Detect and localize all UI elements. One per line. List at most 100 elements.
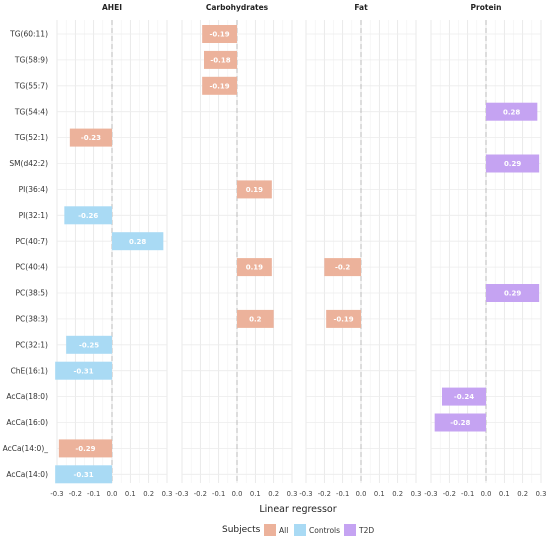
x-tick-label: 0.3 bbox=[162, 490, 173, 498]
x-tick-label: -0.1 bbox=[212, 490, 225, 498]
x-tick-label: 0.3 bbox=[411, 490, 422, 498]
row-label: TG(54:4) bbox=[14, 107, 48, 116]
x-tick-label: 0.3 bbox=[536, 490, 547, 498]
x-tick-label: 0.0 bbox=[481, 490, 492, 498]
bar-value-label: -0.2 bbox=[335, 264, 350, 272]
x-tick-label: -0.1 bbox=[461, 490, 474, 498]
bar-value-label: 0.28 bbox=[503, 108, 520, 116]
row-label: SM(d42:2) bbox=[9, 159, 48, 168]
bar bbox=[204, 50, 237, 69]
x-tick-label: 0.0 bbox=[356, 490, 367, 498]
row-label: PC(40:4) bbox=[16, 263, 49, 272]
x-tick-label: 0.3 bbox=[287, 490, 298, 498]
bar-value-label: 0.29 bbox=[504, 290, 521, 298]
legend-label: All bbox=[279, 526, 288, 535]
x-tick-label: -0.3 bbox=[299, 490, 312, 498]
x-tick-label: -0.1 bbox=[87, 490, 100, 498]
row-label: TG(52:1) bbox=[14, 133, 48, 142]
bar bbox=[202, 76, 237, 95]
x-tick-label: -0.2 bbox=[443, 490, 456, 498]
bar bbox=[237, 309, 274, 328]
x-tick-label: 0.2 bbox=[392, 490, 403, 498]
facet-titles: AHEI Carbohydrates Fat Protein bbox=[102, 3, 501, 12]
x-tick-label: -0.1 bbox=[336, 490, 349, 498]
bar bbox=[69, 128, 112, 147]
legend-title: Subjects bbox=[222, 525, 261, 535]
bar bbox=[237, 258, 272, 277]
legend-swatch bbox=[294, 524, 306, 536]
legend: Subjects All Controls T2D bbox=[222, 524, 374, 536]
facet-title: AHEI bbox=[102, 3, 122, 12]
row-label: PC(38:3) bbox=[16, 315, 49, 324]
grid-layer bbox=[56, 20, 542, 483]
x-tick-label: 0.2 bbox=[517, 490, 528, 498]
row-label: AcCa(16:0) bbox=[6, 418, 48, 427]
bar bbox=[326, 309, 361, 328]
legend-items: All Controls T2D bbox=[264, 524, 374, 536]
legend-label: Controls bbox=[309, 526, 340, 535]
x-tick-label: 0.1 bbox=[250, 490, 261, 498]
bar bbox=[324, 258, 361, 277]
x-tick-label: 0.2 bbox=[143, 490, 154, 498]
facet-title: Fat bbox=[354, 3, 368, 12]
x-axis-title: Linear regressor bbox=[259, 504, 336, 515]
bar bbox=[58, 439, 112, 458]
bar bbox=[66, 335, 112, 354]
bar-value-label: -0.19 bbox=[209, 82, 229, 90]
legend-label: T2D bbox=[358, 526, 374, 535]
bar-value-label: -0.31 bbox=[73, 367, 93, 375]
x-tick-label: 0.1 bbox=[125, 490, 136, 498]
row-label: TG(58:9) bbox=[14, 56, 48, 65]
legend-swatch bbox=[344, 524, 356, 536]
row-label: AcCa(14:0) bbox=[6, 470, 48, 479]
bar-value-label: -0.25 bbox=[79, 341, 99, 349]
row-label: ChE(16:1) bbox=[11, 366, 48, 375]
x-tick-label: 0.1 bbox=[374, 490, 385, 498]
x-tick-label: 0.0 bbox=[107, 490, 118, 498]
x-tick-labels: -0.3 -0.2 -0.1 0.0 0.1 0.2 0.3 -0.3 -0.2 -0.1 0.0 0… bbox=[50, 490, 546, 498]
bar bbox=[486, 102, 538, 121]
bar bbox=[55, 361, 112, 380]
row-label: PI(32:1) bbox=[19, 211, 49, 220]
x-tick-label: 0.1 bbox=[499, 490, 510, 498]
row-label: PI(36:4) bbox=[19, 185, 49, 194]
bar bbox=[442, 387, 486, 406]
row-labels: TG(60:11) TG(58:9) TG(55:7) TG(54:4) TG(52:1… bbox=[3, 30, 49, 479]
bar bbox=[434, 413, 486, 432]
bar bbox=[64, 206, 112, 225]
bar bbox=[112, 232, 164, 251]
bar bbox=[202, 25, 237, 43]
bar bbox=[486, 154, 540, 173]
x-tick-label: -0.2 bbox=[69, 490, 82, 498]
bar-value-label: 0.29 bbox=[504, 160, 521, 168]
bar bbox=[486, 284, 540, 302]
x-tick-label: -0.3 bbox=[50, 490, 63, 498]
bar bbox=[237, 180, 272, 199]
row-label: TG(55:7) bbox=[14, 81, 48, 90]
bar-value-label: 0.19 bbox=[246, 186, 263, 194]
x-tick-label: -0.3 bbox=[175, 490, 188, 498]
bar-value-label: 0.2 bbox=[249, 316, 262, 324]
bar-value-label: -0.26 bbox=[78, 212, 98, 220]
row-label: PC(40:7) bbox=[16, 237, 49, 246]
x-tick-label: -0.2 bbox=[318, 490, 331, 498]
bar-value-label: -0.31 bbox=[73, 471, 93, 479]
bar-value-label: -0.18 bbox=[210, 57, 230, 65]
legend-swatch bbox=[264, 524, 276, 536]
row-label: AcCa(18:0) bbox=[6, 392, 48, 401]
bar-value-label: -0.28 bbox=[450, 419, 470, 427]
x-tick-label: 0.0 bbox=[232, 490, 243, 498]
bar-value-label: -0.19 bbox=[333, 316, 353, 324]
row-label: PC(38:5) bbox=[16, 289, 49, 298]
row-label: PC(32:1) bbox=[16, 340, 49, 349]
row-label: TG(60:11) bbox=[9, 30, 48, 39]
bars-layer: -0.19 -0.18 -0.19 0.28 -0.23 0.29 0.19 -0.26 0.2… bbox=[55, 25, 540, 484]
x-tick-label: -0.3 bbox=[424, 490, 437, 498]
bar-value-label: 0.28 bbox=[129, 238, 146, 246]
facet-title: Protein bbox=[471, 3, 502, 12]
bar-value-label: 0.19 bbox=[246, 264, 263, 272]
bar-value-label: -0.29 bbox=[75, 445, 95, 453]
bar-value-label: -0.24 bbox=[454, 393, 474, 401]
row-label: AcCa(14:0)_ bbox=[3, 444, 49, 453]
